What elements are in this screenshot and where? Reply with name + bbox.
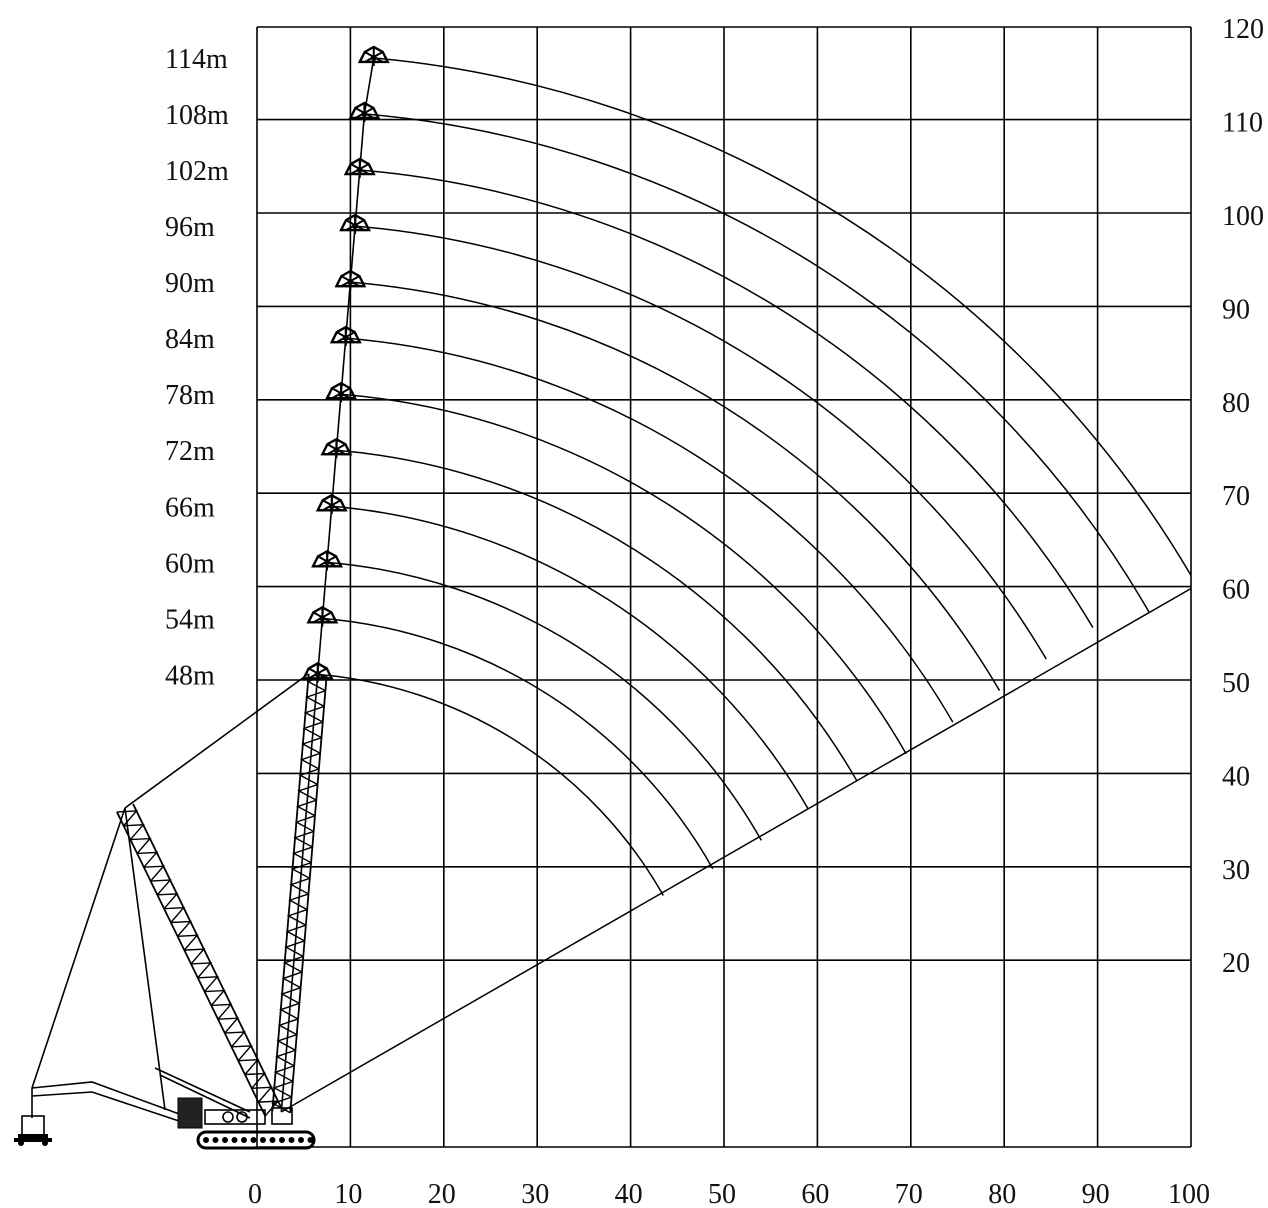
y-tick-label: 40 [1222, 761, 1250, 792]
mast-lattice [116, 803, 283, 1117]
lifting-arc [359, 169, 1094, 628]
lifting-arc [326, 561, 763, 841]
y-tick-label: 30 [1222, 855, 1250, 886]
counterweight-block [177, 1097, 203, 1129]
superlift-arm [31, 1081, 183, 1123]
x-tick-label: 80 [988, 1179, 1016, 1208]
boom-length-labels: 48m 54m 60m 66m 72m 78m 84m 90m 96m 102m 108m 114m [165, 44, 229, 691]
x-tick-label: 10 [334, 1179, 362, 1208]
crawler-track [196, 1130, 316, 1150]
boom-length-label: 60m [165, 548, 215, 579]
boom-length-label: 96m [165, 212, 215, 243]
y-tick-label: 110 [1222, 108, 1263, 139]
x-axis-ticks: 0 10 20 30 40 50 60 70 80 90 100 [248, 1179, 1210, 1208]
hoist-drum-icon [236, 1111, 248, 1123]
boom-length-label: 108m [165, 100, 229, 131]
y-axis-ticks: 20 30 40 50 60 70 80 90 100 110 120 [1222, 14, 1264, 979]
lifting-arcs [301, 45, 1192, 896]
crawler-crane-drawing [14, 673, 328, 1150]
y-tick-label: 70 [1222, 481, 1250, 512]
pendant-line [124, 673, 309, 809]
y-tick-label: 50 [1222, 668, 1250, 699]
lifting-arc [317, 673, 664, 896]
x-tick-label: 60 [801, 1179, 829, 1208]
boom-length-label: 66m [165, 492, 215, 523]
lifting-arc [331, 505, 809, 810]
boom-tip-icon [357, 45, 390, 66]
gantry-arm [154, 1067, 251, 1119]
lifting-arc [364, 113, 1150, 613]
lifting-arc [355, 225, 1047, 660]
y-tick-label: 20 [1222, 948, 1250, 979]
boom-length-label: 84m [165, 324, 215, 355]
lifting-arc [322, 617, 714, 870]
boom-length-label: 102m [165, 156, 229, 187]
y-tick-label: 120 [1222, 14, 1264, 45]
x-tick-label: 0 [248, 1179, 262, 1208]
lifting-arc [340, 393, 907, 755]
x-tick-label: 30 [521, 1179, 549, 1208]
boom-length-label: 48m [165, 660, 215, 691]
hoist-drum-icon [222, 1111, 234, 1123]
grid [255, 26, 1192, 1148]
boom-line [280, 57, 1192, 1113]
y-tick-label: 90 [1222, 294, 1250, 325]
x-tick-label: 100 [1168, 1179, 1210, 1208]
backstay-line [124, 807, 166, 1111]
boom-length-label: 114m [165, 44, 228, 75]
lifting-arc [373, 57, 1192, 576]
lifting-arc [336, 449, 858, 781]
boom-length-label: 54m [165, 604, 215, 635]
lifting-arc [345, 337, 954, 723]
x-tick-label: 90 [1082, 1179, 1110, 1208]
boom-length-label: 90m [165, 268, 215, 299]
boom-length-label: 72m [165, 436, 215, 467]
y-tick-label: 80 [1222, 388, 1250, 419]
main-boom-lattice [271, 673, 328, 1114]
y-tick-label: 60 [1222, 575, 1250, 606]
y-tick-label: 100 [1222, 201, 1264, 232]
boom-length-label: 78m [165, 380, 215, 411]
x-tick-label: 70 [895, 1179, 923, 1208]
superlift-counterweight [14, 1088, 52, 1146]
lifting-arc [350, 281, 1001, 691]
x-tick-label: 50 [708, 1179, 736, 1208]
main-boom-line [280, 57, 375, 1113]
upper-body [204, 1109, 266, 1125]
limit-line [280, 587, 1192, 1113]
x-tick-label: 40 [615, 1179, 643, 1208]
backstay-line [31, 807, 126, 1089]
cab [271, 1107, 293, 1125]
x-tick-label: 20 [428, 1179, 456, 1208]
